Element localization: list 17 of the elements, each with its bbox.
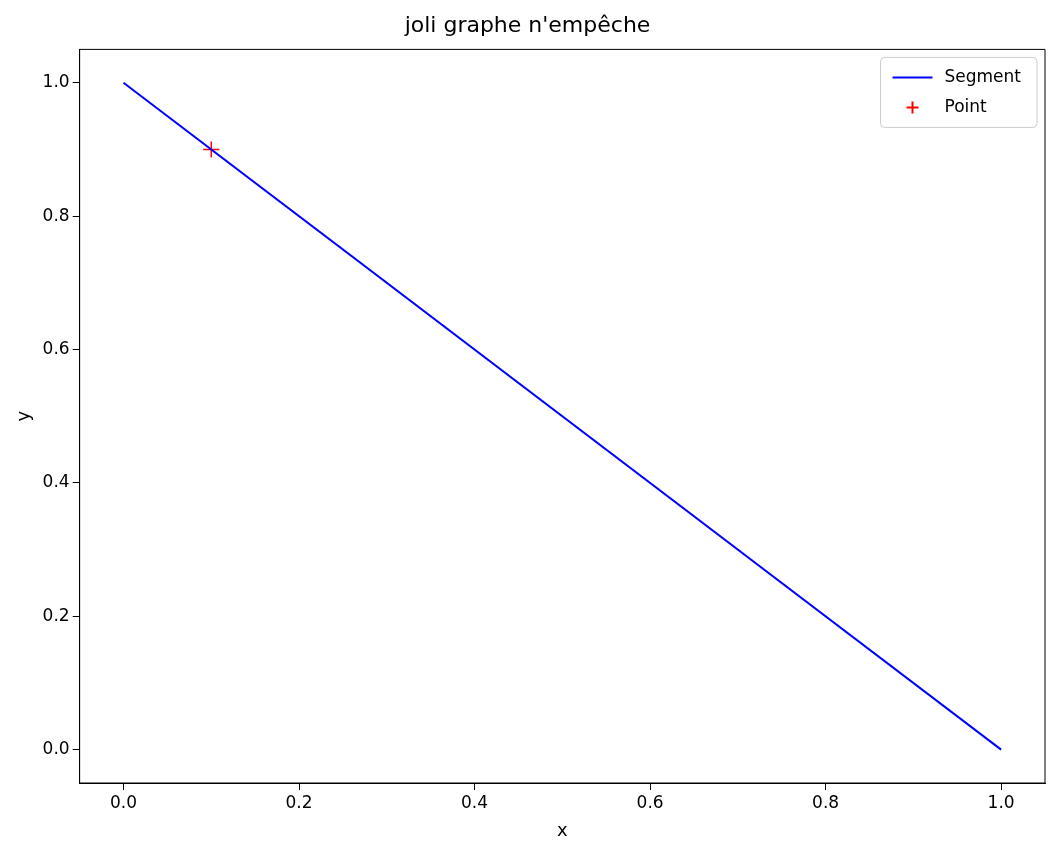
x-tick-label: 0.2 bbox=[285, 791, 313, 812]
y-tick-label: 0.0 bbox=[42, 738, 70, 759]
x-tick-label: 0.6 bbox=[636, 791, 664, 812]
x-axis-title: x bbox=[556, 818, 568, 840]
x-tick-label: 0.4 bbox=[461, 791, 489, 812]
y-axis-title: y bbox=[12, 410, 34, 422]
x-tick-label: 0.0 bbox=[109, 791, 138, 812]
chart-title: joli graphe n'empêche bbox=[403, 11, 651, 37]
y-tick-label: 0.6 bbox=[42, 337, 70, 358]
x-tick-label: 1.0 bbox=[987, 791, 1015, 812]
legend-label: Segment bbox=[944, 65, 1022, 86]
y-tick-label: 1.0 bbox=[42, 71, 70, 92]
y-tick-label: 0.2 bbox=[42, 604, 70, 625]
legend-label: Point bbox=[944, 95, 988, 116]
y-tick-label: 0.8 bbox=[42, 204, 70, 225]
y-tick-label: 0.4 bbox=[42, 471, 70, 492]
x-tick-label: 0.8 bbox=[812, 791, 840, 812]
